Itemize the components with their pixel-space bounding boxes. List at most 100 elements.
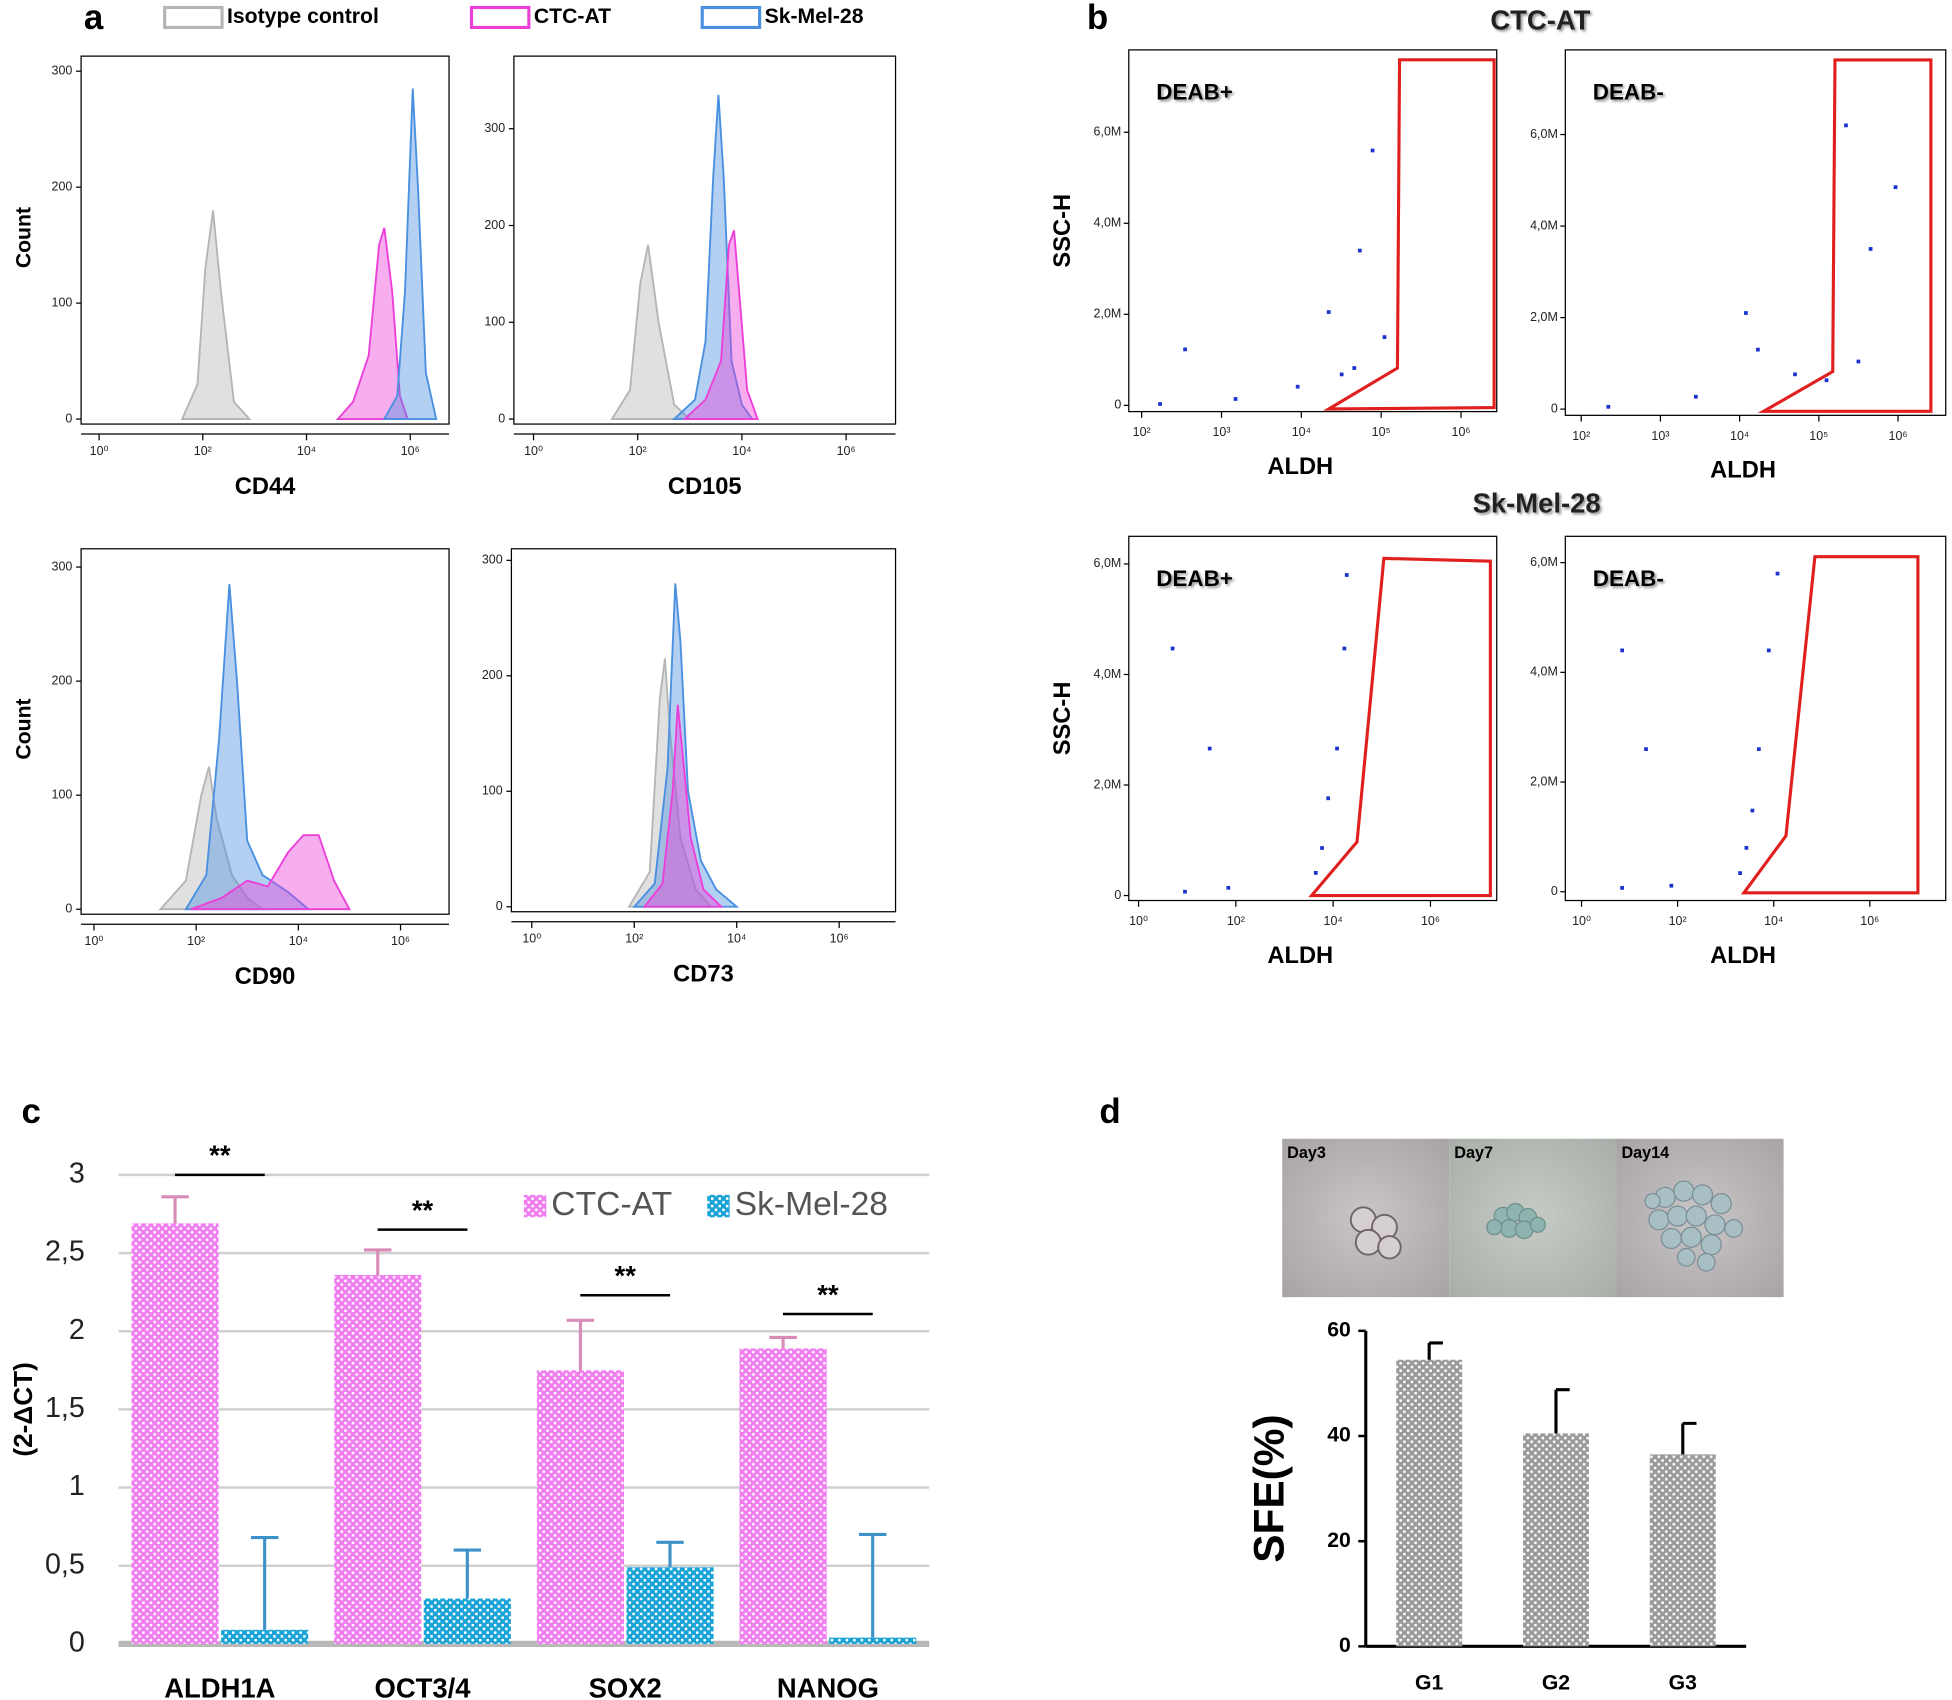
x-tick-label: 10⁴ (289, 934, 308, 948)
y-tick-label: 3 (69, 1157, 85, 1189)
plot-frame (80, 548, 450, 915)
y-tick-label: 0 (496, 899, 503, 913)
y-tick-label: 4,0M (1094, 216, 1122, 230)
y-tick-label: 6,0M (1530, 555, 1558, 569)
event-dot (1793, 372, 1797, 377)
x-tick-label: 10⁶ (401, 444, 420, 458)
bar (829, 1637, 917, 1644)
x-tick-label: 10⁰ (90, 444, 109, 458)
event-dot (1357, 248, 1362, 253)
y-axis-label: SSC-H (1050, 682, 1076, 756)
event-dot (1620, 648, 1625, 653)
y-tick-label: 6,0M (1094, 125, 1122, 139)
x-tick-label: G3 (1669, 1671, 1697, 1694)
event-dot (1326, 796, 1331, 801)
y-tick-label: 100 (52, 295, 73, 309)
histogram: 0 100 200 300 10⁰ 10² 10⁴ 10⁶ CD90 Count (13, 548, 450, 990)
y-tick-label: 4,0M (1530, 665, 1558, 679)
x-tick-label: 10² (1227, 914, 1245, 928)
event-dot (1824, 378, 1829, 383)
error-bar (769, 1335, 797, 1349)
x-tick-label: OCT3/4 (375, 1672, 472, 1700)
bar (423, 1598, 511, 1644)
y-tick-label: 300 (52, 63, 73, 77)
y-axis-label: Count (13, 698, 36, 759)
y-tick-label: 0 (65, 411, 72, 425)
event-dot (1207, 746, 1212, 751)
x-tick-label: 10² (629, 444, 647, 458)
x-tick-label: 10⁶ (1452, 425, 1471, 439)
x-axis-label: CD44 (235, 474, 296, 500)
bar (536, 1370, 624, 1644)
y-tick-label: 300 (52, 559, 73, 573)
histogram-curve (180, 210, 252, 421)
legend-label: Sk-Mel-28 (765, 5, 864, 28)
y-tick-label: 100 (482, 784, 503, 798)
error-bar (858, 1532, 887, 1638)
y-tick-label: 0 (1114, 398, 1121, 412)
significance-label: ** (615, 1260, 637, 1291)
histogram-curve (184, 584, 312, 911)
y-axis-label: (2-ΔCT) (8, 1362, 38, 1456)
event-dot (1339, 372, 1344, 377)
significance-label: ** (412, 1194, 434, 1225)
histogram-curve (682, 230, 759, 421)
y-tick-label: 0 (65, 902, 72, 916)
plot-frame (1564, 49, 1947, 416)
y-tick-label: 4,0M (1094, 667, 1122, 681)
event-dot (1233, 397, 1238, 401)
x-tick-label: 10⁰ (1572, 914, 1591, 928)
event-dot (1170, 646, 1175, 651)
histogram: 0 100 200 300 10⁰ 10² 10⁴ 10⁶ CD73 (482, 548, 897, 988)
x-axis-label: ALDH (1710, 458, 1776, 484)
event-dot (1158, 402, 1162, 406)
plot-frame (1128, 535, 1498, 902)
gate (1757, 58, 1933, 413)
y-tick-label: 4,0M (1530, 218, 1558, 232)
event-dot (1370, 148, 1375, 153)
error-bar (1427, 1341, 1443, 1360)
histogram: 0 100 200 300 10⁰ 10² 10⁴ 10⁶ CD105 (484, 55, 897, 500)
x-tick-label: 10⁶ (1860, 914, 1879, 928)
y-axis-label: SSC-H (1050, 194, 1076, 268)
plot-frame (513, 55, 897, 425)
x-tick-label: 10⁴ (297, 444, 316, 458)
event-dot (1775, 571, 1780, 576)
scatter-plot: 0 2,0M 4,0M 6,0M 10² 10³ 10⁴ 10⁵ 10⁶ DEAB- ALDH (1530, 49, 1947, 484)
x-axis-label: ALDH (1710, 943, 1776, 969)
error-bar (161, 1195, 189, 1224)
legend-label: CTC-AT (534, 5, 611, 28)
gate-annotation: DEAB+ (1156, 566, 1233, 591)
chart-title: CTC-AT (1490, 5, 1590, 36)
error-bar (364, 1248, 392, 1275)
histogram-curve (642, 704, 724, 908)
error-bar (1554, 1388, 1570, 1434)
event-dot (1744, 311, 1748, 315)
event-dot (1750, 808, 1755, 813)
panel-label: a (84, 0, 104, 37)
y-tick-label: 1 (69, 1470, 85, 1502)
bar-chart: 0 20 40 60 G1 G2 G3 SFE(%) (1245, 1318, 1747, 1694)
x-axis-label: ALDH (1267, 454, 1333, 480)
legend-swatch (163, 5, 224, 29)
x-tick-label: 10² (194, 444, 212, 458)
bar (1396, 1359, 1463, 1647)
image-label: Day3 (1287, 1144, 1326, 1162)
gate (1740, 555, 1920, 895)
histogram: 0 100 200 300 10⁰ 10² 10⁴ 10⁶ CD44 Count Isotype c… (13, 5, 864, 500)
significance-label: ** (817, 1279, 839, 1310)
x-tick-label: 10⁰ (522, 931, 541, 945)
bar (1649, 1454, 1716, 1647)
x-tick-label: 10⁴ (727, 931, 746, 945)
x-tick-label: 10² (187, 934, 205, 948)
error-bar (453, 1548, 482, 1599)
y-tick-label: 0 (1551, 401, 1558, 415)
y-tick-label: 2,0M (1530, 310, 1558, 324)
x-tick-label: 10⁶ (391, 934, 410, 948)
x-tick-label: 10⁴ (732, 444, 751, 458)
event-dot (1669, 883, 1674, 888)
y-tick-label: 2,0M (1094, 777, 1122, 791)
y-tick-label: 1,5 (45, 1392, 85, 1424)
event-dot (1313, 871, 1318, 875)
y-tick-label: 2,5 (45, 1236, 85, 1268)
